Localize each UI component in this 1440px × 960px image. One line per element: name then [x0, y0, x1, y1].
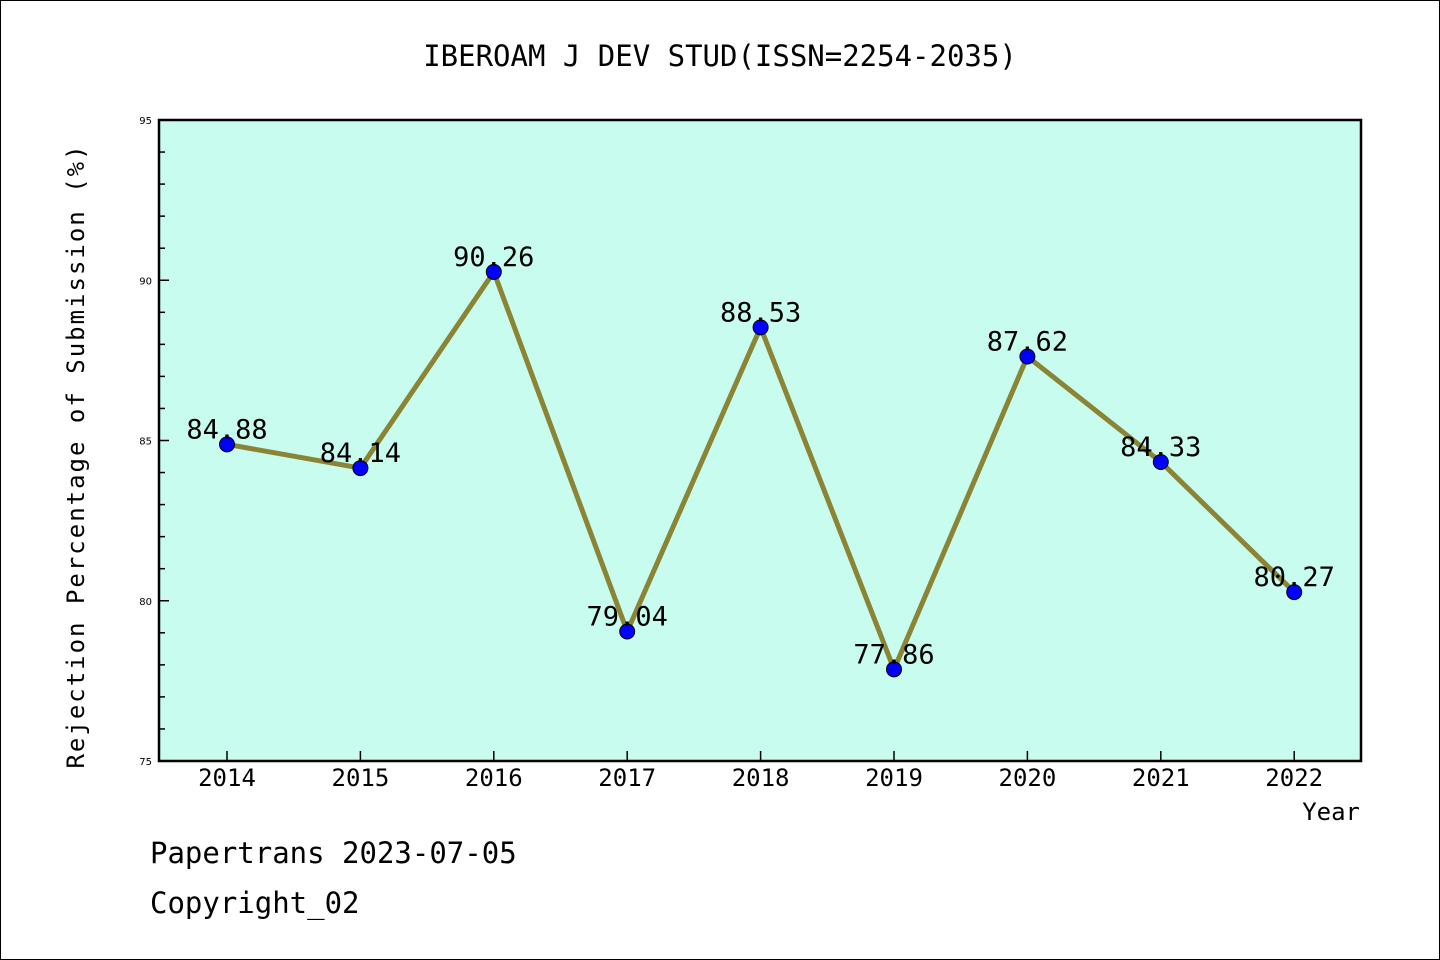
data-label: 77.86: [853, 639, 934, 670]
footer-date: Papertrans 2023-07-05: [150, 836, 517, 870]
x-tick-label: 2021: [1132, 764, 1190, 792]
x-axis: 2014 2015 2016 2017 2018 2019 2020 2021 2022: [198, 751, 1323, 792]
y-axis: 75 80 85 90 95: [139, 116, 169, 768]
x-axis-label: Year: [1302, 798, 1360, 826]
y-tick-label: 85: [139, 437, 152, 448]
data-label: 88.53: [720, 297, 801, 328]
data-point: [619, 623, 636, 640]
x-tick-label: 2017: [598, 764, 656, 792]
x-tick-label: 2022: [1265, 764, 1323, 792]
x-tick-label: 2018: [732, 764, 790, 792]
y-tick-label: 95: [139, 116, 152, 127]
plot-area: [157, 118, 1363, 763]
data-label: 84.14: [320, 438, 401, 469]
data-point: [485, 263, 502, 280]
data-point: [352, 460, 369, 477]
x-tick-label: 2015: [332, 764, 390, 792]
y-tick-label: 75: [139, 757, 152, 768]
footer-copyright: Copyright_02: [150, 886, 360, 920]
data-labels: 84.88 84.14 90.26 79.04 88.53 77.86 87.62 84.33…: [186, 242, 1334, 670]
data-label: 84.88: [186, 414, 267, 445]
data-point: [886, 661, 902, 678]
data-point: [752, 319, 769, 336]
data-label: 79.04: [587, 602, 668, 633]
data-point: [1019, 348, 1036, 365]
y-axis-label: Rejection Percentage of Submission (%): [62, 143, 90, 768]
chart-title: IBEROAM J DEV STUD(ISSN=2254-2035): [423, 39, 1017, 73]
x-tick-label: 2016: [465, 764, 523, 792]
y-tick-label: 90: [139, 276, 152, 287]
data-label: 80.27: [1254, 562, 1335, 593]
x-tick-label: 2019: [865, 764, 923, 792]
x-tick-label: 2014: [198, 764, 256, 792]
y-tick-label: 80: [139, 597, 152, 608]
data-label: 84.33: [1120, 432, 1201, 463]
data-point: [1152, 453, 1169, 470]
x-tick-label: 2020: [999, 764, 1057, 792]
data-markers: [219, 263, 1303, 678]
data-label: 90.26: [453, 242, 534, 273]
data-label: 87.62: [987, 327, 1068, 358]
data-point: [1286, 584, 1303, 601]
data-point: [219, 436, 235, 453]
